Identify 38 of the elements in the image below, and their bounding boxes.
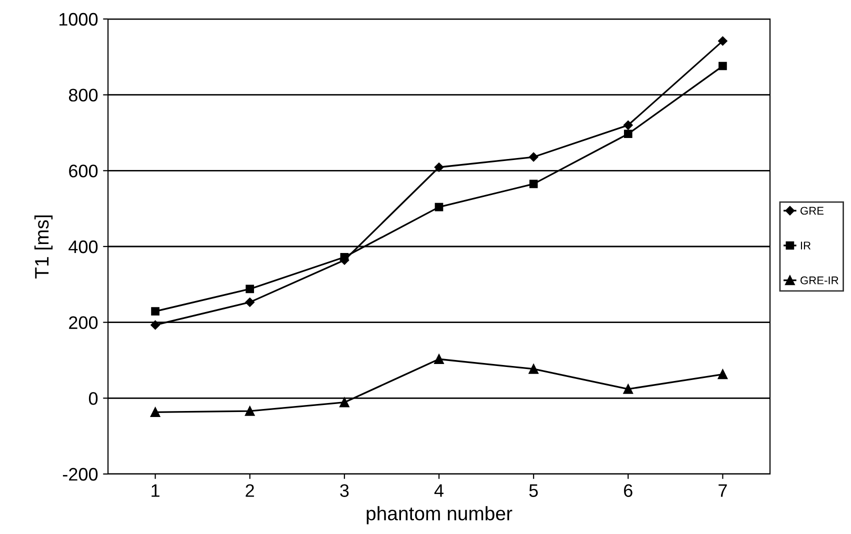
y-tick-label: 600 — [69, 164, 98, 178]
y-tick-label: 1000 — [59, 12, 98, 26]
x-tick-label: 5 — [529, 484, 538, 497]
x-tick-label: 6 — [624, 484, 632, 497]
point — [434, 202, 444, 212]
legend-label: GRE — [800, 206, 824, 215]
point — [718, 36, 728, 46]
point — [528, 152, 538, 162]
point — [528, 364, 538, 374]
point — [244, 406, 255, 416]
point — [434, 162, 444, 172]
point — [245, 298, 254, 307]
point — [624, 120, 633, 130]
y-axis-title: T1 [ms] — [34, 215, 53, 278]
point — [529, 180, 538, 188]
legend-label: IR — [800, 242, 811, 250]
y-tick-label: 0 — [88, 392, 98, 405]
point — [246, 284, 254, 294]
point — [150, 320, 160, 330]
x-tick-label: 7 — [718, 484, 727, 497]
y-tick-label: 400 — [68, 240, 98, 254]
y-tick-label: -200 — [62, 468, 98, 481]
y-tick-label: 800 — [68, 88, 98, 102]
point — [623, 384, 634, 394]
x-axis-title: phantom number — [366, 506, 512, 524]
point — [340, 397, 350, 408]
legend-label: GRE-IR — [800, 276, 838, 284]
point — [718, 369, 728, 380]
x-tick-label: 2 — [246, 484, 254, 497]
point — [718, 62, 727, 70]
x-tick-label: 4 — [434, 484, 444, 497]
point — [434, 354, 444, 364]
point — [151, 307, 160, 316]
y-tick-label: 200 — [69, 316, 98, 330]
point — [150, 407, 160, 418]
point — [624, 130, 632, 138]
x-tick-label: 1 — [152, 484, 160, 497]
x-tick-label: 3 — [340, 484, 349, 497]
